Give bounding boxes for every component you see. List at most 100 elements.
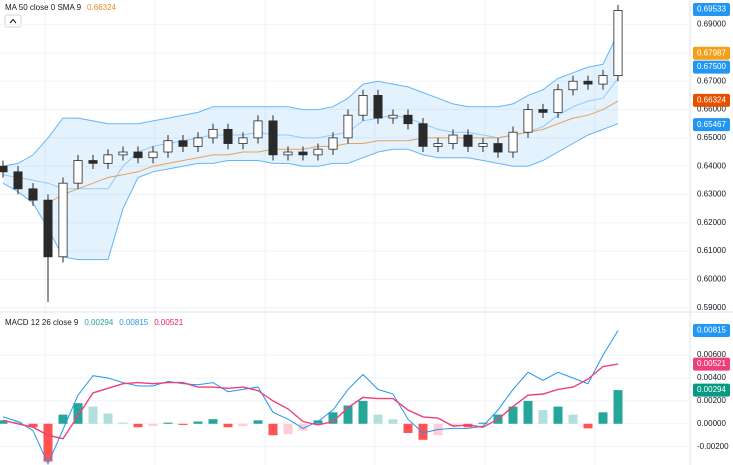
histogram-bar — [163, 422, 173, 424]
histogram-bar — [373, 414, 383, 424]
price-tag-label: 0.69533 — [697, 5, 726, 14]
histogram-bar — [553, 406, 563, 424]
price-tag — [693, 46, 730, 60]
candle-body — [178, 140, 188, 147]
price-tag — [693, 323, 730, 337]
histogram-bar — [0, 420, 8, 424]
histogram-bar — [43, 423, 53, 462]
histogram-bar — [583, 423, 593, 429]
candle-body — [73, 160, 83, 184]
candle-body — [418, 123, 428, 147]
candle-body — [13, 171, 23, 190]
y-tick-label: 0.60000 — [697, 275, 726, 284]
histogram-bar — [598, 412, 608, 424]
histogram-bar — [148, 423, 158, 427]
histogram-bar — [613, 390, 623, 424]
histogram-bar — [418, 423, 428, 440]
collapse-button[interactable] — [4, 14, 22, 28]
histogram-bar — [238, 423, 248, 427]
price-tag-label: 0.66324 — [697, 95, 726, 104]
candle-body — [223, 128, 233, 144]
y-tick-label: 0.59000 — [697, 303, 726, 312]
macd-line — [2, 330, 619, 465]
candle-body — [298, 151, 308, 156]
y-tick-label: 0.00400 — [697, 373, 726, 382]
y-tick-label: 0.69000 — [697, 20, 726, 29]
histogram-bar — [343, 405, 353, 424]
candle-body — [508, 131, 518, 153]
legend-title: MA 50 close 0 SMA 9 — [5, 3, 82, 12]
candle-body — [433, 143, 443, 147]
price-tag — [693, 3, 730, 17]
histogram-bar — [313, 420, 323, 424]
price-tag — [693, 60, 730, 74]
band-lower — [2, 123, 619, 261]
candle-body — [133, 151, 143, 159]
candle-body — [523, 109, 533, 133]
candle-body — [343, 114, 353, 139]
candle-body — [0, 165, 8, 173]
candle-body — [553, 89, 563, 113]
histogram-bar — [268, 423, 278, 436]
price-tag — [693, 383, 730, 397]
candle-body — [163, 140, 173, 153]
band-upper — [2, 32, 619, 167]
candle-body — [463, 134, 473, 147]
candle-body — [313, 148, 323, 156]
candle-body — [208, 128, 218, 139]
candle-body — [613, 10, 623, 76]
candle-body — [88, 160, 98, 164]
candle-body — [478, 143, 488, 147]
histogram-bar — [388, 419, 398, 424]
candle-body — [448, 134, 458, 144]
price-tag-label: 0.67987 — [697, 48, 726, 57]
y-tick-label: 0.61000 — [697, 246, 726, 255]
histogram-bar — [118, 422, 128, 424]
candle-body — [388, 114, 398, 119]
histogram-bar — [508, 406, 518, 424]
y-tick-label: 0.00200 — [697, 396, 726, 405]
candle-body — [583, 80, 593, 85]
candle-body — [43, 199, 53, 258]
legend-value: 0.00294 — [84, 318, 113, 327]
candle-body — [538, 109, 548, 113]
candle-body — [268, 120, 278, 156]
y-tick-label: 0.63000 — [697, 190, 726, 199]
price-tag-label: 0.67500 — [697, 62, 726, 71]
histogram-bar — [478, 422, 488, 424]
candle-body — [493, 143, 503, 153]
histogram-bar — [13, 421, 23, 424]
legend-value: 0.66324 — [87, 3, 116, 12]
histogram-bar — [73, 403, 83, 424]
y-tick-label: 0.67000 — [697, 76, 726, 85]
price-tag — [693, 93, 730, 107]
legend-title: MACD 12 26 close 9 — [5, 318, 79, 327]
y-tick-label: 0.64000 — [697, 161, 726, 170]
candle-body — [103, 154, 113, 164]
price-tag-label: 0.00521 — [697, 359, 726, 368]
candle-body — [568, 80, 578, 91]
y-tick-label: 0.00000 — [697, 419, 726, 428]
histogram-bar — [448, 423, 458, 427]
y-tick-label: 0.00600 — [697, 350, 726, 359]
candle-body — [358, 95, 368, 116]
y-tick-label: -0.00200 — [697, 442, 729, 451]
candle-body — [118, 151, 128, 156]
histogram-bar — [253, 420, 263, 424]
band-fill — [3, 33, 618, 260]
candle-body — [283, 151, 293, 156]
candle-body — [373, 95, 383, 119]
vertical-grid — [44, 0, 596, 465]
candle-body — [193, 137, 203, 147]
histogram-bar — [403, 423, 413, 433]
candle-body — [58, 182, 68, 258]
histogram-bar — [523, 400, 533, 424]
histogram-bar — [133, 423, 143, 428]
price-tag-label: 0.00815 — [697, 326, 726, 335]
histogram-bar — [298, 423, 308, 431]
price-tag-label: 0.65467 — [697, 120, 726, 129]
histogram-bar — [538, 410, 548, 424]
candle-body — [238, 137, 248, 144]
